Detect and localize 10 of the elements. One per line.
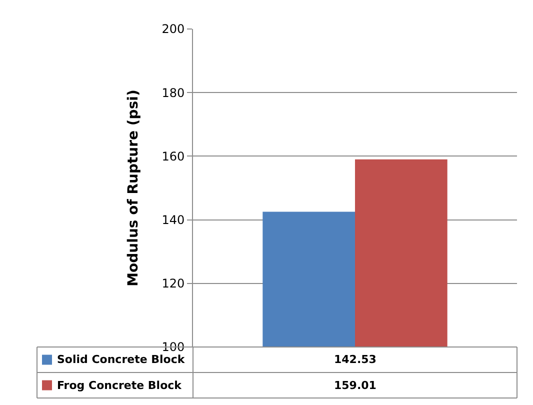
- y-tick-label: 160: [162, 149, 185, 164]
- legend-label: Frog Concrete Block: [57, 379, 182, 392]
- y-axis-title: Modulus of Rupture (psi): [125, 90, 142, 286]
- y-tick-label: 140: [162, 213, 185, 227]
- y-tick-label: 200: [162, 22, 185, 36]
- legend-label: Solid Concrete Block: [57, 353, 186, 366]
- data-label: 159.01: [334, 379, 376, 392]
- y-tick-label: 180: [162, 86, 185, 100]
- data-label: 142.53: [334, 353, 376, 366]
- y-tick-label: 120: [162, 276, 185, 291]
